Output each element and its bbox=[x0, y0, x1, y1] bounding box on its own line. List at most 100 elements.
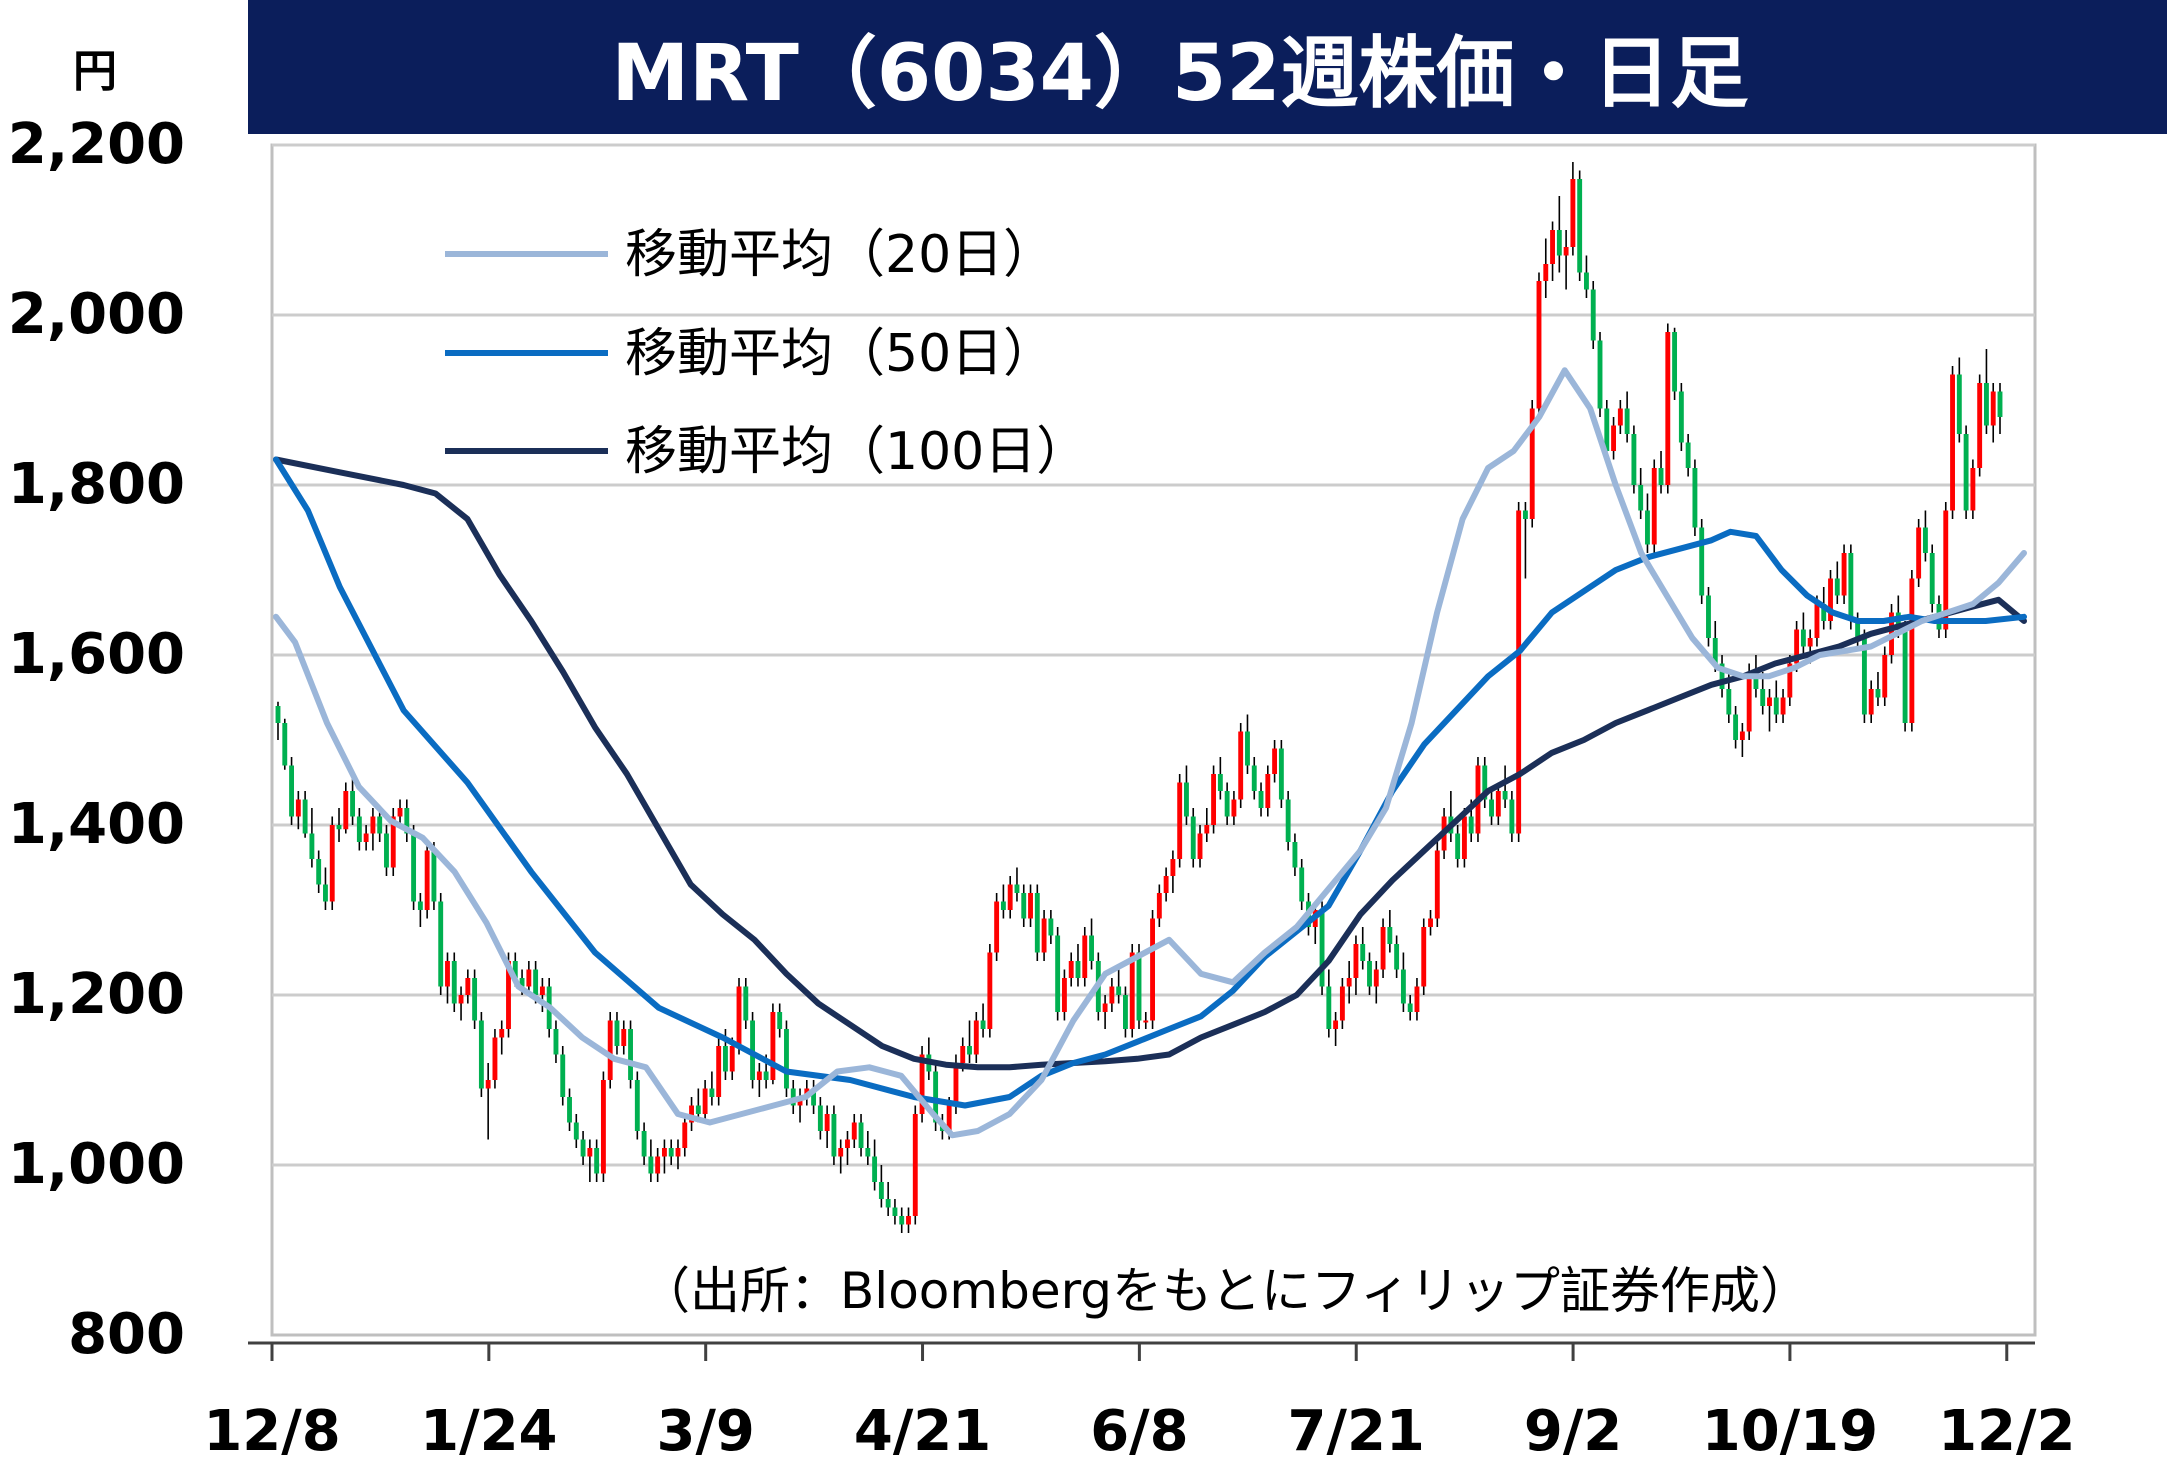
candle bbox=[1516, 502, 1522, 842]
candle bbox=[756, 1063, 762, 1097]
candle-body-up bbox=[1346, 978, 1352, 987]
candle bbox=[1834, 561, 1840, 604]
candle-body-up bbox=[1028, 893, 1033, 919]
candle-body-down bbox=[350, 791, 356, 817]
candle-body-up bbox=[1495, 791, 1501, 817]
candle-body-down bbox=[790, 1088, 796, 1106]
candle bbox=[1428, 910, 1433, 936]
candle bbox=[1651, 459, 1657, 553]
candle bbox=[1143, 1012, 1149, 1029]
candle bbox=[1007, 876, 1013, 919]
legend-label-ma50: 移動平均（50日） bbox=[625, 324, 1055, 384]
series-line-ma50 bbox=[273, 456, 2027, 1109]
candle-body-down bbox=[723, 1046, 728, 1072]
candle bbox=[1584, 255, 1589, 298]
candle-body-down bbox=[1034, 893, 1040, 953]
candle-body-up bbox=[756, 1071, 762, 1080]
candle bbox=[1238, 723, 1244, 808]
candle bbox=[1943, 502, 1949, 638]
candle-body-down bbox=[1712, 638, 1718, 664]
candle-body-down bbox=[560, 1054, 566, 1097]
candle bbox=[1278, 740, 1284, 808]
candle bbox=[675, 1139, 681, 1170]
candle-body-up bbox=[1434, 850, 1440, 919]
candle bbox=[1028, 884, 1033, 927]
x-tick-label: 1/24 bbox=[420, 1399, 557, 1464]
candle-body-down bbox=[289, 765, 294, 817]
candle bbox=[1509, 791, 1515, 842]
candle bbox=[1346, 961, 1352, 1004]
candle-body-down bbox=[1984, 383, 1989, 426]
source-note: （出所：Bloombergをもとにフィリップ証券作成） bbox=[640, 1262, 1810, 1320]
candle bbox=[411, 825, 417, 910]
candle-body-up bbox=[1163, 876, 1169, 893]
candle bbox=[1617, 400, 1623, 434]
candle-body-down bbox=[1400, 969, 1406, 1004]
candle-body-up bbox=[1061, 978, 1067, 1012]
candle bbox=[614, 1012, 620, 1055]
candle bbox=[709, 1071, 715, 1106]
candle bbox=[350, 774, 356, 825]
candle-body-up bbox=[1068, 961, 1074, 978]
candle-body-down bbox=[1997, 391, 2003, 417]
candlesticks bbox=[275, 162, 2003, 1233]
candle-body-down bbox=[1929, 553, 1935, 604]
candle-body-down bbox=[519, 978, 525, 987]
candle bbox=[1292, 833, 1298, 876]
candle bbox=[1699, 519, 1705, 604]
candle bbox=[1177, 774, 1183, 868]
candle-body-up bbox=[1231, 799, 1237, 817]
candle-body-up bbox=[1428, 918, 1433, 927]
candle bbox=[648, 1139, 654, 1182]
candle bbox=[1075, 944, 1081, 987]
legend-label-ma100: 移動平均（100日） bbox=[625, 422, 1088, 482]
x-tick-label: 4/21 bbox=[854, 1399, 991, 1464]
series-line-ma20 bbox=[273, 367, 2027, 1139]
candle-body-down bbox=[451, 961, 457, 1004]
candle bbox=[573, 1114, 579, 1148]
candle-body-up bbox=[1529, 408, 1535, 519]
candle bbox=[1916, 519, 1922, 587]
candle-body-down bbox=[1394, 944, 1400, 970]
candle bbox=[1800, 612, 1806, 655]
candle bbox=[1970, 459, 1976, 519]
candle-body-down bbox=[1699, 527, 1705, 596]
candle-body-up bbox=[506, 961, 511, 1029]
candle-body-up bbox=[499, 1029, 505, 1038]
candle bbox=[1665, 323, 1671, 494]
candle bbox=[1251, 757, 1257, 800]
candle bbox=[302, 791, 308, 838]
candle-body-up bbox=[370, 816, 376, 834]
candle bbox=[295, 791, 301, 830]
y-tick-label: 2,000 bbox=[8, 282, 185, 347]
candle-body-down bbox=[438, 901, 444, 987]
candle bbox=[567, 1088, 572, 1131]
candle bbox=[472, 969, 478, 1029]
candle bbox=[560, 1046, 566, 1106]
candle-body-down bbox=[1089, 935, 1094, 961]
candle-body-down bbox=[1367, 961, 1372, 987]
candle-body-up bbox=[492, 1037, 498, 1080]
candle-body-down bbox=[1861, 638, 1867, 715]
candle bbox=[1258, 782, 1264, 817]
candle-body-down bbox=[1719, 663, 1725, 689]
candle bbox=[1658, 451, 1664, 494]
candle-body-down bbox=[1285, 799, 1291, 842]
candle bbox=[1984, 349, 1989, 434]
candle-body-up bbox=[1211, 774, 1217, 825]
candle-body-down bbox=[1556, 230, 1562, 256]
candle bbox=[539, 978, 545, 1012]
candle bbox=[465, 969, 471, 1004]
candle-body-down bbox=[1055, 935, 1061, 1012]
candle-body-down bbox=[1489, 799, 1494, 817]
candle-body-down bbox=[411, 833, 417, 902]
candle-body-down bbox=[1251, 765, 1257, 791]
candle-body-down bbox=[614, 1020, 620, 1046]
candle bbox=[451, 952, 457, 1012]
x-tick-label: 3/9 bbox=[656, 1399, 754, 1464]
candle-body-up bbox=[458, 995, 464, 1004]
candle-body-down bbox=[336, 825, 342, 830]
candle bbox=[1285, 791, 1291, 851]
candle bbox=[329, 816, 335, 910]
